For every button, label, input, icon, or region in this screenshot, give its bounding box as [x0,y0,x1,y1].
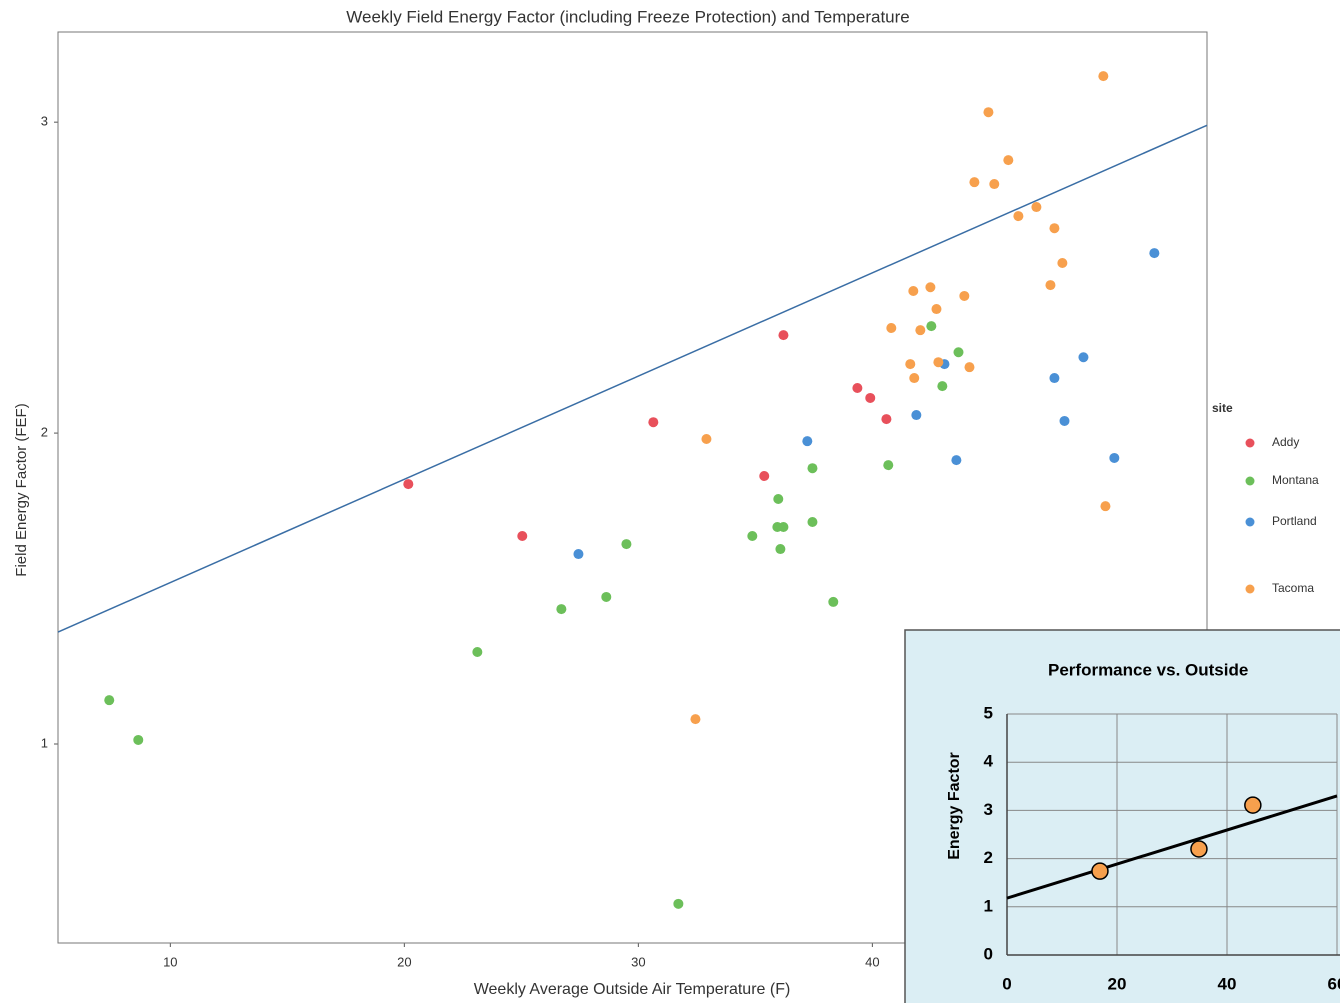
data-point [1091,862,1109,880]
data-point [937,381,948,392]
x-tick-label: 30 [631,954,645,969]
data-point [1057,258,1068,269]
data-point [1049,373,1060,384]
data-point [1149,248,1160,259]
data-point [911,410,922,421]
legend-marker [1245,476,1255,486]
y-tick-label: 3 [41,114,48,129]
data-point [472,646,483,657]
data-point [883,460,894,471]
data-point [1049,223,1060,234]
data-point [1098,71,1109,82]
x-tick-label: 60 [1328,974,1340,993]
data-point [648,417,659,428]
data-point [989,179,1000,190]
legend-title: site [1212,401,1233,415]
y-tick-label: 0 [984,944,993,963]
data-point [775,544,786,555]
data-point [133,734,144,745]
main-chart: Weekly Field Energy Factor (including Fr… [13,7,1319,998]
legend-label: Portland [1272,514,1317,528]
y-tick-label: 2 [984,848,993,867]
data-point [1059,415,1070,426]
data-point [983,107,994,118]
data-point [517,531,528,542]
data-point [1013,211,1024,222]
data-point [886,322,897,333]
x-axis-label: Weekly Average Outside Air Temperature (… [474,981,791,998]
chart-title: Weekly Field Energy Factor (including Fr… [346,7,909,26]
data-point [1190,840,1208,858]
data-point [673,898,684,909]
data-point [852,383,863,394]
chart-title: Performance vs. Outside [1048,660,1248,679]
data-point [690,714,701,725]
data-point [964,362,975,373]
x-tick-label: 40 [865,954,879,969]
data-point [104,695,115,706]
y-tick-label: 3 [984,800,993,819]
data-point [828,596,839,607]
data-point [931,304,942,315]
legend-label: Addy [1272,435,1299,449]
data-point [933,357,944,368]
legend-marker [1245,584,1255,594]
data-point [601,591,612,602]
x-tick-label: 0 [1002,974,1011,993]
data-point [953,347,964,358]
data-point [1078,352,1089,363]
data-point [807,463,818,474]
data-point [959,290,970,301]
x-tick-label: 20 [1108,974,1127,993]
data-point [1244,796,1262,814]
y-tick-label: 1 [984,896,993,915]
y-tick-label: 2 [41,425,48,440]
data-point [1100,501,1111,512]
legend-marker [1245,438,1255,448]
data-point [807,517,818,528]
plot-frame [57,31,1208,944]
data-point [909,373,920,384]
inset-chart: Performance vs. Outside Energy Factor 0 1 2 3… [904,629,1340,1003]
x-tick-label: 40 [1218,974,1237,993]
data-point [1109,452,1120,463]
data-point [905,359,916,370]
data-point [701,433,712,444]
data-point [915,325,926,336]
trend-line [1006,794,1338,900]
legend-marker [1245,517,1255,527]
data-point [621,539,632,550]
y-axis-label: Energy Factor [946,752,963,860]
data-point [1045,280,1056,291]
data-point [925,282,936,293]
y-tick-label: 1 [41,735,48,750]
data-point [926,321,937,332]
data-point [573,549,584,560]
data-point [908,285,919,296]
data-point [778,330,789,341]
data-point [881,414,892,425]
data-point [951,455,962,466]
data-point [778,521,789,532]
trend-line [57,124,1208,633]
y-tick-label: 5 [984,703,993,722]
legend-label: Montana [1272,473,1319,487]
data-point [556,604,567,615]
y-tick-label: 4 [984,752,994,771]
x-tick-label: 10 [163,954,177,969]
x-tick-label: 20 [397,954,411,969]
data-point [747,531,758,542]
data-point [969,177,980,188]
data-point [802,436,813,447]
y-axis-label: Field Energy Factor (FEF) [13,403,30,576]
data-point [1031,202,1042,213]
data-point [865,392,876,403]
data-point [403,479,414,490]
data-point [1003,155,1014,166]
legend-label: Tacoma [1272,581,1314,595]
data-point [773,494,784,505]
data-point [759,470,770,481]
